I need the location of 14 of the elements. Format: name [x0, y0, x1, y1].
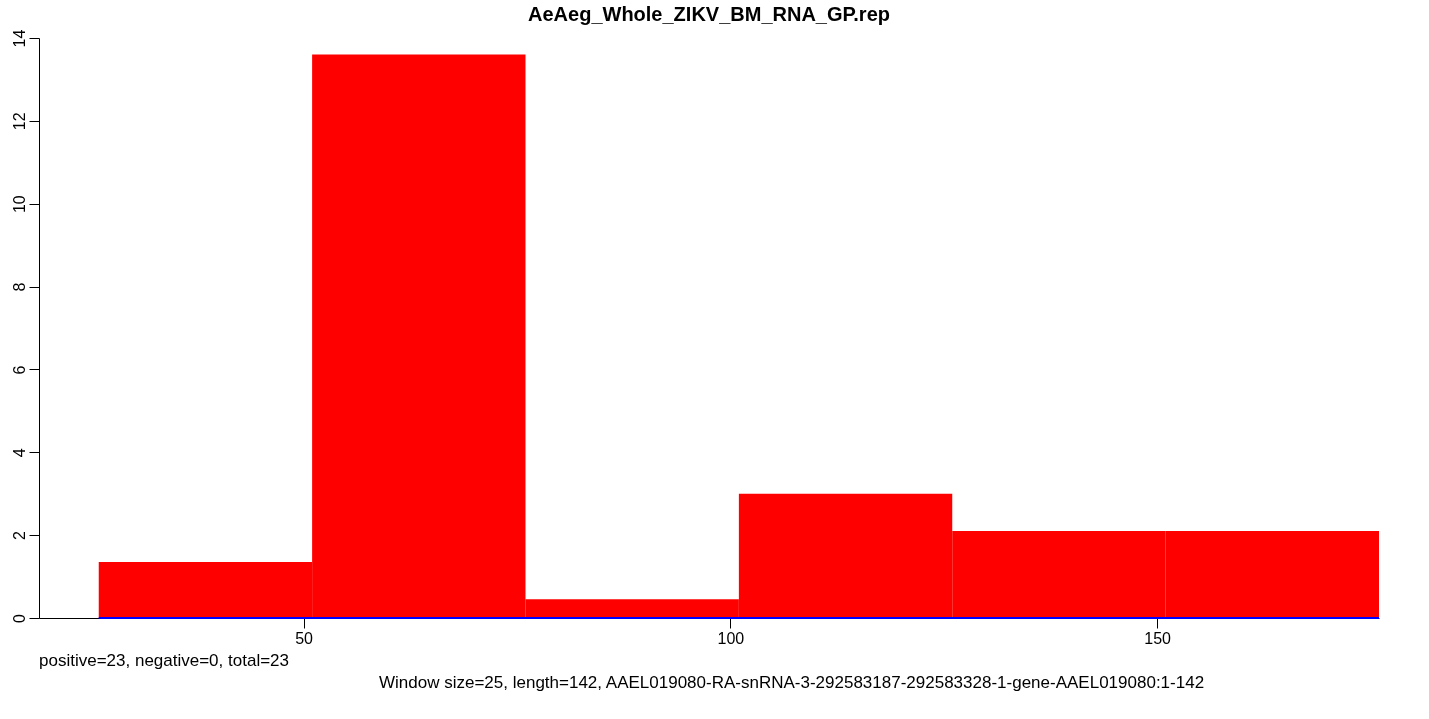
y-tick-label: 0: [10, 613, 28, 623]
x-tick-label: 150: [1144, 629, 1172, 647]
text: Window size=25, length=142, AAEL019080-RA-snRNA-3-292583187-292583328-1-gene-AAEL019080:1-142: [379, 673, 1205, 692]
chart-title: AeAeg_Whole_ZIKV_BM_RNA_GP.rep: [528, 3, 890, 26]
y-tick-label: 8: [10, 282, 28, 292]
x-tick-label: 50: [295, 629, 314, 647]
text: positive=23, negative=0, total=23: [39, 651, 289, 670]
y-tick-label: 14: [10, 29, 28, 48]
y-tick-label: 2: [10, 531, 28, 541]
y-tick-label: 10: [10, 195, 28, 214]
x-tick-label: 100: [717, 629, 745, 647]
y-tick-label: 12: [10, 112, 28, 131]
y-tick-label: 4: [10, 448, 28, 458]
y-tick-label: 6: [10, 365, 28, 375]
